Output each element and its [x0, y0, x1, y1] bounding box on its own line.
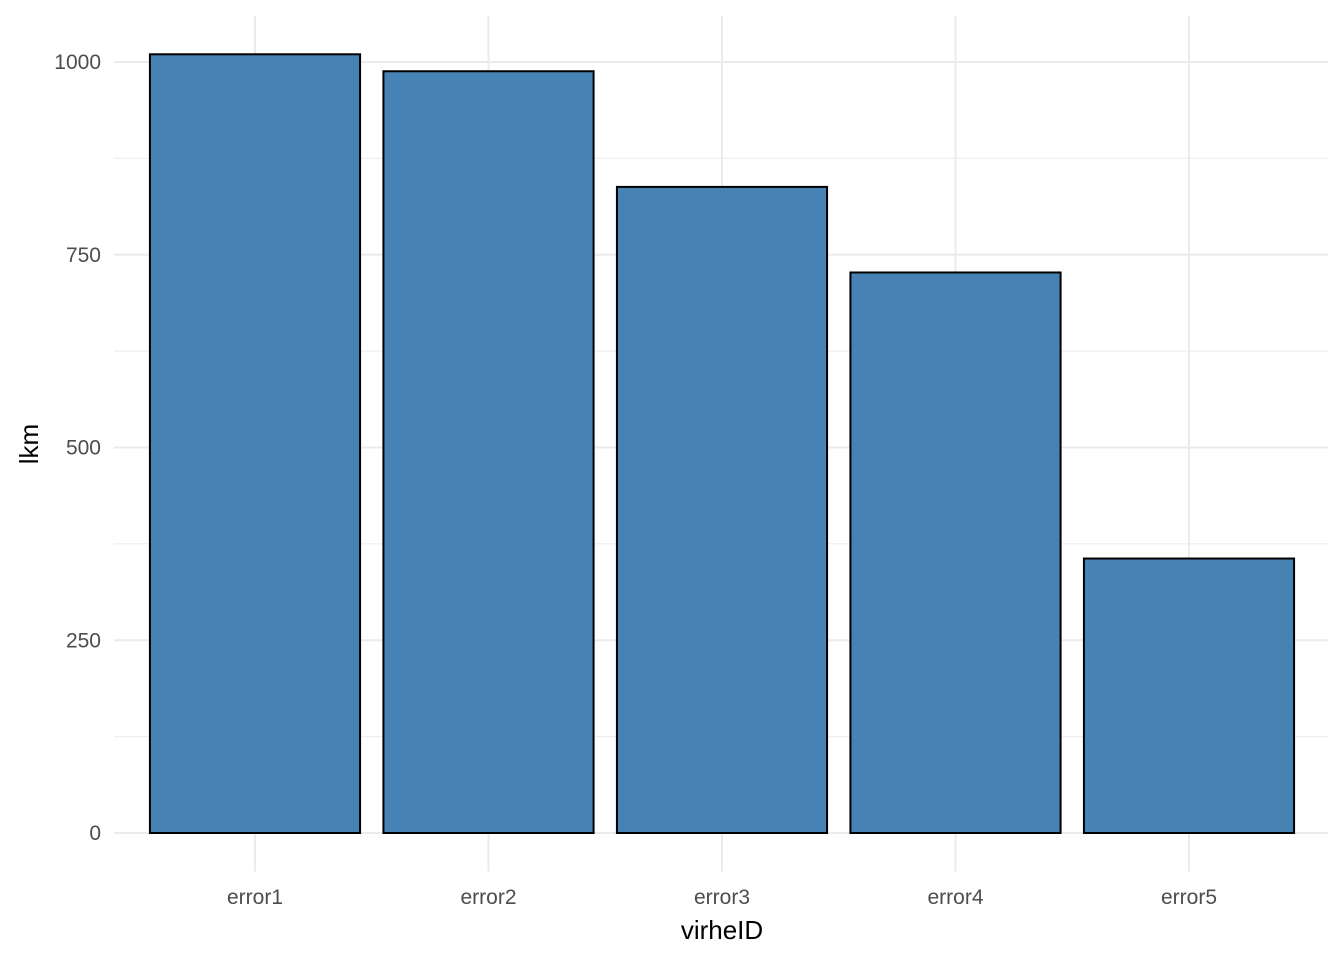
bar-error5	[1082, 557, 1296, 834]
x-tick-label: error3	[694, 886, 750, 909]
x-tick-label: error1	[227, 886, 283, 909]
x-tick-label: error5	[1161, 886, 1217, 909]
x-tick-label: error2	[460, 886, 516, 909]
x-axis-ticks: error1 error2 error3 error4 error5	[227, 886, 1217, 909]
y-axis-ticks: 0 250 500 750 1000	[54, 51, 101, 845]
x-tick-label: error4	[927, 886, 983, 909]
bar-error1	[148, 53, 362, 835]
bars-layer	[148, 53, 1296, 835]
bar-error2	[382, 70, 595, 834]
y-tick-label: 0	[89, 822, 101, 845]
y-tick-label: 750	[66, 244, 101, 267]
y-tick-label: 250	[66, 629, 101, 652]
x-axis-title: virheID	[681, 915, 763, 945]
y-axis-title: lkm	[14, 424, 44, 464]
bar-error3	[615, 185, 829, 835]
bar-error4	[849, 271, 1062, 835]
y-tick-label: 500	[66, 437, 101, 460]
y-tick-label: 1000	[54, 51, 101, 74]
